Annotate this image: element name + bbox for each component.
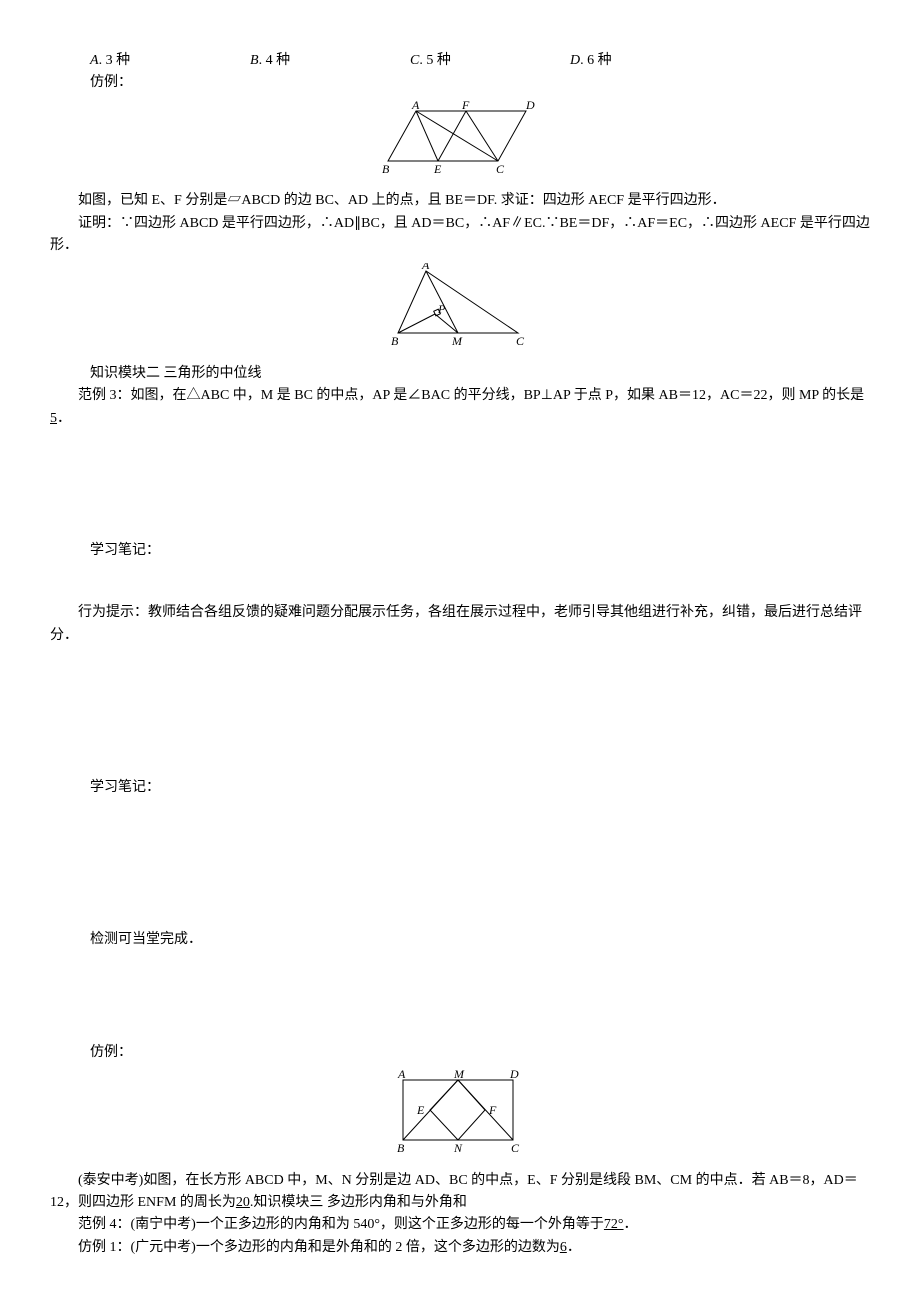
option-d-letter: D bbox=[570, 53, 580, 68]
fig3-label-f: F bbox=[488, 1103, 497, 1117]
fanli-4: 范例 4：(南宁中考)一个正多边形的内角和为 540°，则这个正多边形的每一个外… bbox=[50, 1214, 870, 1236]
fig3-label-a: A bbox=[397, 1070, 406, 1081]
fanli4-suffix: ． bbox=[624, 1217, 638, 1232]
fig3-label-d: D bbox=[509, 1070, 519, 1081]
proof-1-text: 证明：∵四边形 ABCD 是平行四边形，∴AD∥BC，且 AD＝BC，∴AF∥E… bbox=[50, 213, 870, 258]
xuexi-biji-1: 学习笔记： bbox=[90, 540, 870, 562]
fig2-label-b: B bbox=[391, 334, 399, 348]
option-a-text: . 3 种 bbox=[99, 53, 131, 68]
fangli1-answer: 6 bbox=[560, 1240, 567, 1255]
fanli-3: 范例 3：如图，在△ABC 中，M 是 BC 的中点，AP 是∠BAC 的平分线… bbox=[50, 385, 870, 430]
fig3-label-b: B bbox=[397, 1141, 405, 1155]
xingwei-tishi: 行为提示：教师结合各组反馈的疑难问题分配展示任务，各组在展示过程中，老师引导其他… bbox=[50, 602, 870, 647]
fig2-label-p: P bbox=[437, 302, 446, 316]
fig3-label-m: M bbox=[453, 1070, 465, 1081]
fanli4-answer: 72° bbox=[604, 1217, 624, 1232]
option-d-text: . 6 种 bbox=[580, 53, 612, 68]
fangli-1-bottom: 仿例 1：(广元中考)一个多边形的内角和是外角和的 2 倍，这个多边形的边数为6… bbox=[50, 1237, 870, 1259]
module-2-title: 知识模块二 三角形的中位线 bbox=[90, 363, 870, 385]
figure-1-svg: A F D B E C bbox=[378, 101, 543, 176]
fig3-label-e: E bbox=[416, 1103, 425, 1117]
fig1-label-f: F bbox=[461, 101, 470, 112]
option-d: D. 6 种 bbox=[570, 50, 730, 72]
fanli3-prefix: 范例 3：如图，在△ABC 中，M 是 BC 的中点，AP 是∠BAC 的平分线… bbox=[78, 388, 864, 403]
fanli3-answer: 5 bbox=[50, 411, 57, 426]
option-b-text: . 4 种 bbox=[259, 53, 291, 68]
option-c: C. 5 种 bbox=[410, 50, 570, 72]
option-a: A. 3 种 bbox=[90, 50, 250, 72]
fig1-label-c: C bbox=[496, 162, 505, 176]
fig2-label-a: A bbox=[421, 263, 430, 272]
fig1-label-d: D bbox=[525, 101, 535, 112]
fig1-label-b: B bbox=[382, 162, 390, 176]
option-b-letter: B bbox=[250, 53, 259, 68]
option-a-letter: A bbox=[90, 53, 99, 68]
taian-answer: 20 bbox=[236, 1195, 250, 1210]
fangli1-prefix: 仿例 1：(广元中考)一个多边形的内角和是外角和的 2 倍，这个多边形的边数为 bbox=[78, 1240, 560, 1255]
figure-2-svg: A B M C P bbox=[388, 263, 533, 348]
fig3-label-n: N bbox=[453, 1141, 463, 1155]
figure-1-container: A F D B E C bbox=[50, 101, 870, 184]
fanli4-prefix: 范例 4：(南宁中考)一个正多边形的内角和为 540°，则这个正多边形的每一个外… bbox=[78, 1217, 604, 1232]
fig2-label-m: M bbox=[451, 334, 463, 348]
module-3-title: 知识模块三 多边形内角和与外角和 bbox=[253, 1195, 467, 1210]
option-c-text: . 5 种 bbox=[419, 53, 451, 68]
xuexi-biji-2: 学习笔记： bbox=[90, 777, 870, 799]
fanli3-suffix: ． bbox=[57, 411, 71, 426]
fangli1-suffix: ． bbox=[567, 1240, 581, 1255]
problem-1-text: 如图，已知 E、F 分别是▱ABCD 的边 BC、AD 上的点，且 BE＝DF.… bbox=[50, 190, 870, 212]
figure-2-container: A B M C P bbox=[50, 263, 870, 356]
fangli-label-2: 仿例： bbox=[90, 1042, 870, 1064]
fig2-label-c: C bbox=[516, 334, 525, 348]
options-row: A. 3 种 B. 4 种 C. 5 种 D. 6 种 bbox=[90, 50, 870, 72]
option-c-letter: C bbox=[410, 53, 419, 68]
fig1-label-a: A bbox=[411, 101, 420, 112]
fig1-label-e: E bbox=[433, 162, 442, 176]
fig3-label-c: C bbox=[511, 1141, 520, 1155]
taian-problem: (泰安中考)如图，在长方形 ABCD 中，M、N 分别是边 AD、BC 的中点，… bbox=[50, 1170, 870, 1215]
figure-3-svg: A M D E F B N C bbox=[388, 1070, 533, 1155]
figure-3-container: A M D E F B N C bbox=[50, 1070, 870, 1163]
option-b: B. 4 种 bbox=[250, 50, 410, 72]
jiance: 检测可当堂完成． bbox=[90, 929, 870, 951]
fangli-label-1: 仿例： bbox=[90, 72, 870, 94]
